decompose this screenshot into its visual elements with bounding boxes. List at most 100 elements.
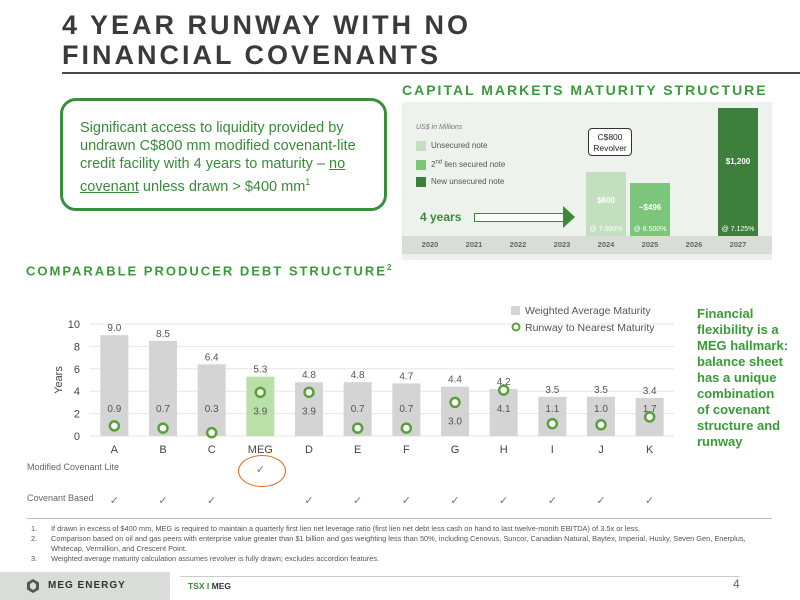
legend-swatch — [416, 177, 426, 187]
legend-label-wam: Weighted Average Maturity — [525, 305, 651, 317]
check-icon: ✓ — [596, 495, 606, 507]
runway-value-label: 3.9 — [302, 406, 316, 417]
callout-underlined: no covenant — [80, 156, 346, 195]
runway-marker-a — [108, 420, 121, 432]
bar-value-label: 4.4 — [448, 375, 462, 386]
footnote-3: 3. Weighted average maturity calculation … — [31, 554, 776, 564]
check-icon: ✓ — [401, 495, 411, 507]
year-label-2025: 2025 — [641, 240, 659, 249]
title-line-1: 4 YEAR RUNWAY WITH NO — [62, 10, 472, 40]
footnote-divider — [27, 518, 772, 519]
comparable-footnote-ref: 2 — [386, 263, 394, 272]
page-title: 4 YEAR RUNWAY WITH NO FINANCIAL COVENANT… — [62, 10, 471, 70]
footnote-number: 1. — [31, 524, 38, 533]
meg-logo-icon — [27, 579, 39, 593]
x-tick-label: J — [598, 444, 604, 456]
company-logo-text: MEG ENERGY — [48, 580, 126, 591]
bar-b — [149, 340, 177, 436]
x-tick-label: I — [551, 444, 554, 456]
bar-value-label: 9.0 — [107, 323, 121, 334]
legend-swatch — [416, 141, 426, 151]
footnote-text: Comparison based on oil and gas peers wi… — [51, 534, 746, 553]
title-underline — [62, 72, 800, 74]
check-icon: ✓ — [499, 495, 509, 507]
check-icon: ✓ — [645, 495, 655, 507]
debt-structure-chart: 0 2 4 6 8 10 Years 9.0 0.9 A 8.5 0.7 B 6.4 0.3 C 5.3 3.9 M… — [53, 305, 674, 456]
footnote-number: 2. — [31, 534, 38, 543]
revolver-label: Revolver — [593, 143, 627, 153]
bar-h — [489, 388, 518, 436]
x-tick-label: G — [451, 444, 460, 456]
runway-arrow-shaft — [474, 213, 564, 222]
runway-marker-g — [449, 396, 461, 409]
runway-value-label: 0.7 — [156, 404, 170, 415]
bar-value-label: 4.2 — [497, 377, 511, 388]
title-line-2: FINANCIAL COVENANTS — [62, 40, 442, 70]
bar-value-label: 3.4 — [643, 386, 657, 397]
row-label-modified-covenant-lite: Modified Covenant Lite — [27, 462, 120, 472]
legend-label: Unsecured note — [431, 141, 488, 151]
year-label-2024: 2024 — [597, 240, 615, 249]
logo-block: MEG ENERGY — [0, 572, 170, 600]
bar-value-label: 3.5 — [545, 385, 559, 396]
runway-value-label: 4.1 — [497, 404, 511, 415]
maturity-bar-value: $600 — [597, 196, 615, 205]
x-tick-label: H — [500, 444, 508, 456]
legend-marker-runway — [511, 322, 521, 332]
runway-marker-c — [205, 426, 218, 439]
runway-value-label: 0.7 — [351, 404, 365, 415]
check-icon: ✓ — [353, 495, 363, 507]
ticker-label: TSX I MEG — [188, 581, 231, 591]
bar-meg — [246, 376, 275, 436]
year-label-2023: 2023 — [553, 240, 571, 249]
legend-label-runway: Runway to Nearest Maturity — [525, 322, 655, 334]
runway-value-label: 1.0 — [594, 404, 608, 415]
x-tick-label: MEG — [248, 444, 273, 456]
footnote-2: 2. Comparison based on oil and gas peers … — [31, 534, 776, 554]
runway-value-label: 3.9 — [253, 406, 267, 417]
capital-markets-heading: CAPITAL MARKETS MATURITY STRUCTURE — [402, 82, 768, 98]
x-tick-label: E — [354, 444, 361, 456]
ticker-symbol: MEG — [211, 581, 232, 591]
bar-value-label: 4.7 — [399, 371, 413, 382]
x-tick-label: A — [111, 444, 119, 456]
footer-rule — [180, 576, 740, 577]
maturity-bar-2025: ~$496 @ 6.500% — [630, 183, 670, 236]
y-tick-label: 10 — [68, 319, 80, 331]
runway-value-label: 1.7 — [643, 404, 657, 415]
runway-marker-meg — [254, 386, 267, 399]
runway-arrow-head — [563, 206, 575, 228]
runway-marker-h — [497, 384, 510, 396]
legend-swatch — [416, 159, 426, 170]
year-label-2022: 2022 — [509, 240, 527, 249]
callout-text-end: unless drawn > $400 mm — [138, 178, 306, 195]
maturity-bar-value: ~$496 — [638, 203, 662, 212]
revolver-amount: C$800 — [597, 132, 623, 142]
y-tick-label: 0 — [74, 431, 80, 443]
legend-label: New unsecured note — [431, 177, 505, 187]
footnote-1: 1. If drawn in excess of $400 mm, MEG is … — [31, 524, 776, 534]
maturity-bar-2024: $600 @ 7.000% — [586, 172, 626, 236]
x-tick-label: K — [646, 444, 654, 456]
bar-value-label: 8.5 — [156, 329, 170, 340]
maturity-bar-value: $1,200 — [725, 157, 751, 166]
y-tick-label: 8 — [74, 341, 80, 353]
bar-value-label: 6.4 — [205, 352, 219, 363]
x-tick-label: C — [208, 444, 216, 456]
legend-swatch-wam — [511, 306, 520, 315]
check-icon: ✓ — [304, 495, 314, 507]
runway-marker-e — [351, 422, 364, 434]
x-tick-label: F — [403, 444, 410, 456]
liquidity-callout: Significant access to liquidity provided… — [60, 98, 387, 211]
runway-value-label: 0.3 — [205, 404, 219, 415]
comparable-heading-text: COMPARABLE PRODUCER DEBT STRUCTURE — [26, 263, 387, 279]
bar-value-label: 4.8 — [351, 370, 365, 381]
x-tick-label: D — [305, 444, 313, 456]
runway-value-label: 3.0 — [448, 416, 462, 427]
y-tick-label: 4 — [74, 386, 80, 398]
legend-label: 2nd lien secured note — [431, 159, 506, 169]
year-label-2027: 2027 — [729, 240, 747, 249]
runway-label: 4 years — [420, 210, 462, 224]
footnote-text: If drawn in excess of $400 mm, MEG is re… — [51, 524, 641, 533]
x-tick-label: B — [159, 444, 166, 456]
